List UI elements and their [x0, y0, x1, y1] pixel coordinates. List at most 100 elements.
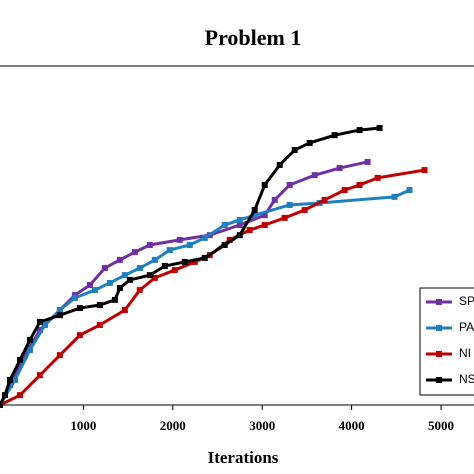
point: [421, 167, 428, 174]
point: [26, 347, 33, 354]
point: [321, 196, 328, 203]
point: [91, 287, 98, 294]
legend-label: PA: [459, 320, 474, 334]
point: [41, 321, 48, 328]
point: [76, 305, 83, 312]
point: [246, 227, 253, 234]
point: [406, 187, 413, 194]
point: [251, 207, 258, 214]
point: [36, 372, 43, 379]
x-tick-label: 5000: [428, 418, 454, 433]
point: [356, 181, 363, 188]
point: [121, 272, 128, 279]
point: [116, 285, 123, 292]
x-tick-label: 2000: [160, 418, 186, 433]
point: [356, 127, 363, 134]
point: [136, 265, 143, 272]
point: [146, 272, 153, 279]
point: [21, 352, 28, 359]
legend-swatch-marker: [436, 377, 442, 383]
point: [311, 172, 318, 179]
point: [126, 276, 133, 283]
point: [261, 212, 268, 219]
point: [131, 249, 138, 256]
point: [106, 279, 113, 286]
point: [12, 376, 19, 383]
point: [226, 236, 233, 243]
point: [276, 161, 283, 168]
chart-title: Problem 1: [205, 25, 302, 50]
point: [221, 241, 228, 248]
point: [96, 301, 103, 308]
point: [236, 232, 243, 239]
point: [76, 332, 83, 339]
point: [146, 241, 153, 248]
legend-label: NI: [459, 346, 471, 360]
series-line: [0, 188, 411, 406]
point: [271, 196, 278, 203]
point: [7, 381, 14, 388]
legend-label: SP: [459, 294, 474, 308]
point: [36, 327, 43, 334]
point: [121, 307, 128, 314]
point: [101, 265, 108, 272]
legend-label: NS: [459, 372, 474, 386]
point: [17, 356, 24, 363]
point: [261, 221, 268, 228]
point: [161, 263, 168, 270]
point: [364, 158, 371, 165]
point: [341, 187, 348, 194]
point: [116, 256, 123, 263]
point: [374, 174, 381, 181]
point: [261, 181, 268, 188]
legend-swatch-marker: [436, 325, 442, 331]
point: [111, 296, 118, 303]
point: [7, 376, 14, 383]
point: [176, 236, 183, 243]
point: [151, 274, 158, 281]
series-line: [0, 126, 380, 406]
point: [56, 312, 63, 319]
point: [186, 241, 193, 248]
point: [0, 402, 3, 408]
point: [331, 132, 338, 139]
point: [251, 212, 258, 219]
point: [86, 281, 93, 288]
x-tick-label: 3000: [249, 418, 275, 433]
point: [1, 392, 8, 399]
point: [286, 181, 293, 188]
legend-swatch-marker: [436, 299, 442, 305]
point: [71, 294, 78, 301]
point: [291, 147, 298, 154]
legend-swatch-marker: [436, 351, 442, 357]
point: [136, 287, 143, 294]
series-line: [0, 168, 425, 407]
series-line: [0, 160, 368, 406]
point: [391, 193, 398, 200]
point: [201, 234, 208, 241]
point: [376, 125, 383, 132]
point: [191, 258, 198, 265]
x-tick-label: 1000: [70, 418, 96, 433]
point: [36, 318, 43, 325]
point: [166, 247, 173, 254]
point: [221, 221, 228, 228]
point: [56, 307, 63, 314]
point: [181, 258, 188, 265]
point: [236, 216, 243, 223]
point: [151, 256, 158, 263]
point: [306, 139, 313, 146]
x-axis-label: Iterations: [208, 448, 279, 467]
point: [236, 221, 243, 228]
legend: [419, 287, 474, 396]
point: [286, 201, 293, 208]
point: [96, 321, 103, 328]
point: [171, 267, 178, 274]
point: [336, 165, 343, 172]
point: [281, 214, 288, 221]
point: [17, 392, 24, 399]
point: [26, 336, 33, 343]
point: [301, 207, 308, 214]
point: [201, 254, 208, 261]
